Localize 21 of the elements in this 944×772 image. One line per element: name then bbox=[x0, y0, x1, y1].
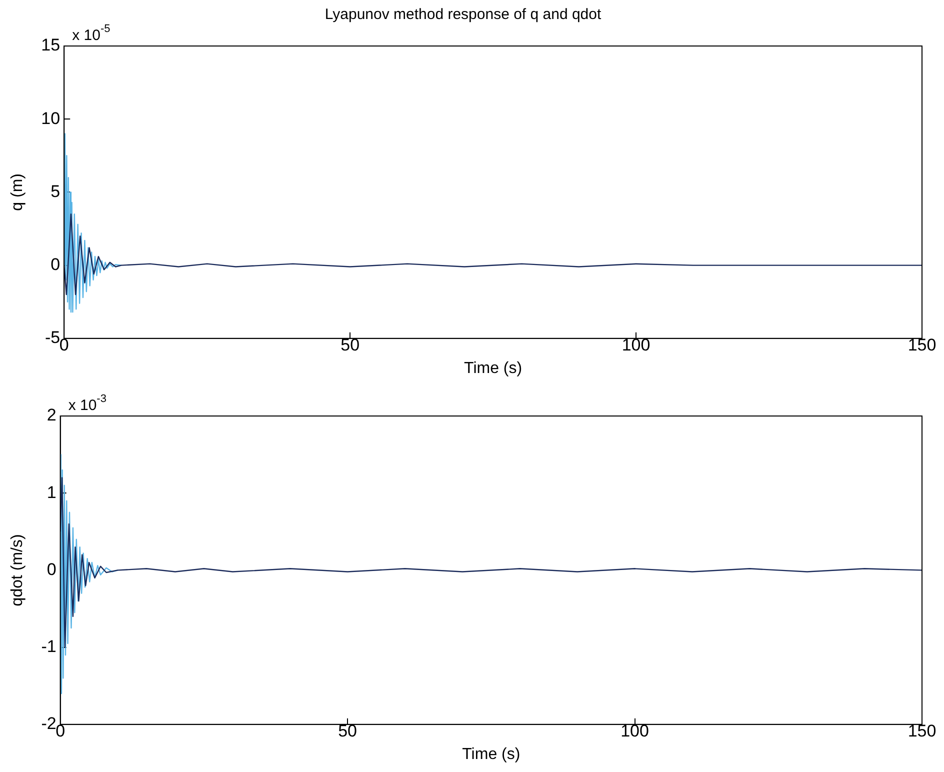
y-tick-label: -5 bbox=[44, 328, 60, 348]
y-tick-label: 2 bbox=[46, 406, 56, 425]
y-tick-label: 10 bbox=[41, 108, 60, 128]
x-tick-label: 50 bbox=[340, 335, 360, 354]
x-tick-label: 150 bbox=[908, 721, 936, 740]
x-axis-title: Time (s) bbox=[464, 360, 522, 377]
x-tick-label: 100 bbox=[620, 721, 649, 740]
y-tick-label: 0 bbox=[50, 254, 60, 274]
y-tick-label: 0 bbox=[46, 560, 56, 579]
chart-title: Lyapunov method response of q and qdot bbox=[324, 6, 602, 24]
y-tick-label: -2 bbox=[41, 714, 56, 734]
x-tick-label: 100 bbox=[622, 335, 650, 354]
y-tick-label: 1 bbox=[46, 482, 56, 502]
x-axis-title: Time (s) bbox=[462, 746, 520, 763]
x-tick-label: 50 bbox=[338, 721, 358, 740]
x-tick-label: 150 bbox=[908, 335, 936, 354]
y-tick-label: -1 bbox=[41, 636, 56, 656]
y-axis-title: q (m) bbox=[9, 174, 26, 211]
y-axis-title: qdot (m/s) bbox=[9, 534, 26, 606]
y-tick-label: 5 bbox=[50, 182, 60, 201]
y-tick-label: 15 bbox=[41, 36, 60, 55]
